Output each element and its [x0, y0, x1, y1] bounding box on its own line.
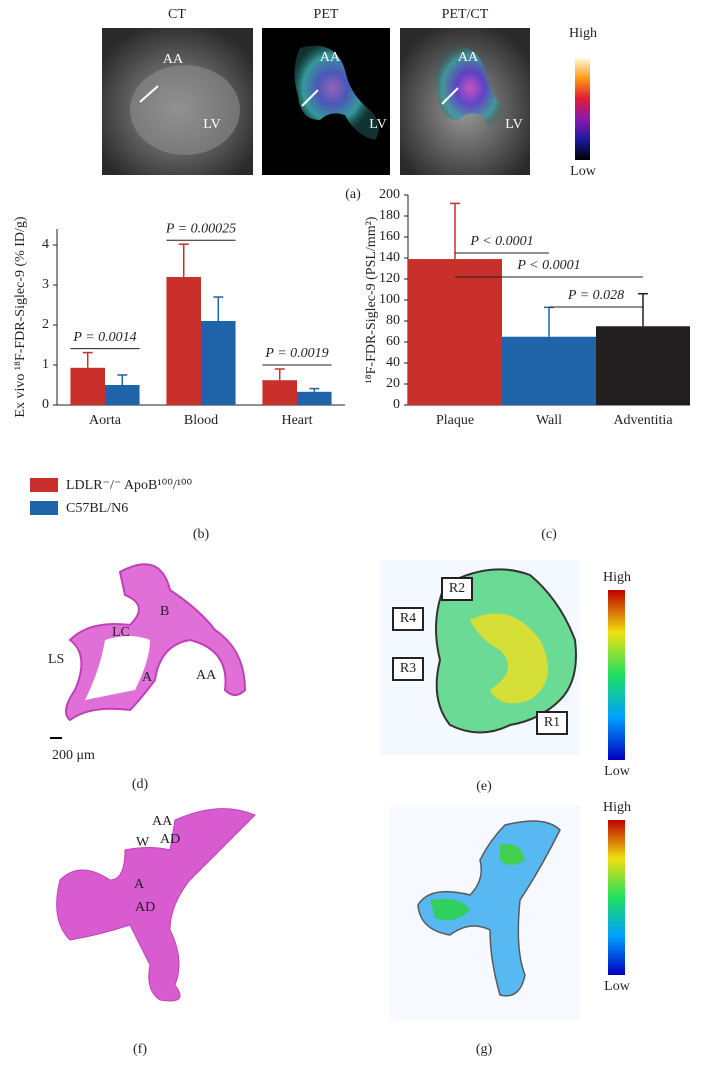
autoradiography-g — [390, 805, 580, 1020]
colorbar-high: High — [603, 570, 631, 585]
y-tick-label: 0 — [42, 397, 49, 412]
image-label: LS — [48, 652, 64, 667]
ct-image: AA LV — [102, 28, 253, 175]
pet-image: AA LV — [262, 28, 390, 175]
y-tick-label: 1 — [42, 357, 49, 372]
x-tick-label: Aorta — [89, 413, 122, 428]
legend-swatch — [30, 501, 58, 515]
x-tick-label: Blood — [184, 413, 218, 428]
colorbar — [608, 590, 625, 760]
colorbar — [575, 58, 590, 160]
y-axis-label: ¹⁸F-FDR-Siglec-9 (PSL/mm²) — [364, 216, 379, 383]
region-label: R4 — [400, 611, 416, 626]
y-tick-label: 80 — [386, 313, 400, 328]
y-tick-label: 3 — [42, 277, 49, 292]
p-value: P = 0.028 — [567, 288, 624, 303]
image-label: B — [160, 604, 169, 619]
bar — [596, 326, 690, 405]
y-tick-label: 100 — [379, 292, 400, 307]
bar — [502, 336, 596, 405]
histology-f: AA AD W A AD — [56, 808, 256, 1002]
bar — [201, 321, 236, 405]
y-tick-label: 20 — [386, 376, 400, 391]
p-value: P = 0.0019 — [264, 346, 328, 361]
y-tick-label: 140 — [379, 250, 400, 265]
autoradiography-e: R2 R4 R3 R1 — [380, 560, 580, 755]
x-tick-label: Plaque — [436, 413, 474, 428]
p-value: P < 0.0001 — [516, 258, 580, 273]
y-tick-label: 60 — [386, 334, 400, 349]
y-tick-label: 160 — [379, 229, 400, 244]
x-tick-label: Wall — [536, 413, 562, 428]
y-tick-label: 120 — [379, 271, 400, 286]
image-label: LC — [112, 625, 130, 640]
bar — [105, 385, 140, 405]
image-label: AD — [135, 900, 155, 915]
fused-image: AA LV — [400, 28, 530, 175]
y-tick-label: 200 — [379, 187, 400, 202]
region-label: R1 — [544, 715, 560, 730]
image-label: AA — [320, 50, 341, 65]
image-label: LV — [505, 117, 522, 132]
colorbar-low: Low — [604, 979, 631, 994]
colorbar-low: Low — [604, 764, 631, 779]
caption: (f) — [133, 1042, 147, 1057]
image-label: LV — [369, 117, 386, 132]
scale-bar-label: 200 μm — [52, 748, 95, 763]
image-label: LV — [203, 117, 220, 132]
colorbar — [608, 820, 625, 975]
p-value: P < 0.0001 — [469, 234, 533, 249]
p-value: P = 0.0014 — [72, 330, 136, 345]
image-title: CT — [168, 7, 186, 22]
bar — [262, 380, 297, 405]
histology-d: B LC LS A AA 200 μm — [48, 563, 247, 763]
region-label: R3 — [400, 661, 416, 676]
bar — [297, 391, 332, 405]
legend-swatch — [30, 478, 58, 492]
image-label: W — [136, 835, 150, 850]
image-label: AA — [163, 52, 184, 67]
caption: (a) — [345, 187, 361, 202]
y-tick-label: 0 — [393, 397, 400, 412]
colorbar-high: High — [569, 26, 597, 41]
caption: (d) — [132, 777, 149, 792]
image-label: AA — [152, 814, 173, 829]
image-label: AD — [160, 832, 180, 847]
legend-label: C57BL/N6 — [66, 501, 128, 516]
bar — [70, 367, 105, 405]
legend-label: LDLR⁻/⁻ ApoB¹⁰⁰/¹⁰⁰ — [66, 478, 193, 493]
x-tick-label: Heart — [281, 413, 312, 428]
caption: (e) — [476, 779, 492, 794]
colorbar-high: High — [603, 800, 631, 815]
bar — [166, 277, 201, 405]
image-title: PET/CT — [442, 7, 489, 22]
y-tick-label: 2 — [42, 317, 49, 332]
image-label: AA — [196, 668, 217, 683]
y-axis-label: Ex vivo ¹⁸F-FDR-Siglec-9 (% ID/g) — [13, 216, 28, 418]
image-label: AA — [458, 50, 479, 65]
region-label: R2 — [449, 581, 465, 596]
colorbar-low: Low — [570, 164, 597, 179]
y-tick-label: 180 — [379, 208, 400, 223]
caption: (c) — [541, 527, 557, 542]
x-tick-label: Adventitia — [613, 413, 673, 428]
y-tick-label: 40 — [386, 355, 400, 370]
p-value: P = 0.00025 — [165, 221, 236, 236]
image-label: A — [134, 877, 145, 892]
bar — [408, 259, 502, 405]
caption: (g) — [476, 1042, 493, 1057]
image-title: PET — [314, 7, 339, 22]
y-tick-label: 4 — [42, 237, 49, 252]
image-label: A — [142, 670, 153, 685]
caption: (b) — [193, 527, 210, 542]
